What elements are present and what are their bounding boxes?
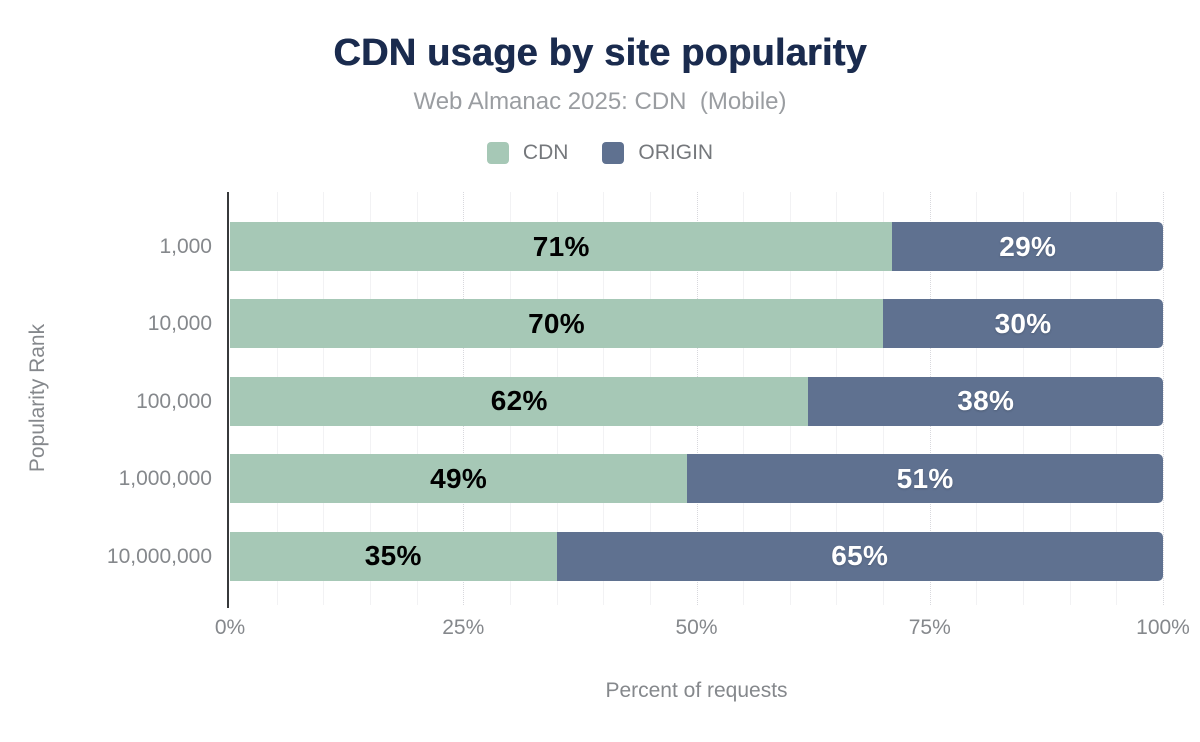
bar-row-100000: 62% 38% <box>230 376 1163 426</box>
y-tick-label-100000: 100,000 <box>136 389 212 413</box>
bar-segment-cdn-1000000: 49% <box>230 454 688 504</box>
bar-segment-cdn-10000000: 35% <box>230 531 557 581</box>
y-tick-label-10000000: 10,000,000 <box>106 544 212 568</box>
plot-area: 71% 29% 70% 30% 62% 38% 49% 51% 35% 65% <box>230 192 1164 605</box>
bar-segment-origin-1000: 29% <box>892 222 1163 271</box>
bar-value-label: 65% <box>831 540 889 572</box>
bar-row-1000: 71% 29% <box>230 222 1163 271</box>
bar-value-label: 51% <box>896 462 954 494</box>
bar-value-label: 29% <box>999 230 1057 262</box>
bar-segment-cdn-1000: 71% <box>230 222 893 271</box>
bar-row-1000000: 49% 51% <box>230 454 1163 504</box>
y-axis-tick-labels: 1,000 10,000 100,000 1,000,000 10,000,000 <box>0 192 212 605</box>
x-tick-label-100: 100% <box>1136 616 1190 639</box>
x-tick-label-50: 50% <box>675 616 718 639</box>
bar-row-10000000: 35% 65% <box>230 531 1163 581</box>
bar-value-label: 38% <box>957 385 1015 417</box>
chart-subtitle: Web Almanac 2025: CDN (Mobile) <box>413 88 787 115</box>
legend: CDN ORIGIN <box>0 141 1200 165</box>
x-axis-title: Percent of requests <box>605 679 788 702</box>
legend-label: CDN <box>522 141 569 164</box>
y-tick-label-1000000: 1,000,000 <box>118 467 212 491</box>
legend-item-cdn: CDN <box>486 141 569 165</box>
legend-swatch-cdn <box>486 142 509 164</box>
bar-segment-cdn-100000: 62% <box>230 376 809 426</box>
bar-value-label: 30% <box>994 307 1052 339</box>
bar-value-label: 70% <box>528 307 586 339</box>
bar-segment-origin-1000000: 51% <box>687 454 1163 504</box>
gridline-100 <box>1163 192 1164 605</box>
x-tick-label-75: 75% <box>908 616 951 639</box>
bar-segment-origin-10000000: 65% <box>556 531 1163 581</box>
y-axis-line <box>227 192 229 608</box>
bar-value-label: 35% <box>364 540 422 572</box>
y-tick-label-1000: 1,000 <box>159 235 212 258</box>
y-tick-label-10000: 10,000 <box>147 312 212 336</box>
legend-swatch-origin <box>602 142 625 164</box>
bar-segment-origin-100000: 38% <box>808 376 1163 426</box>
bar-row-10000: 70% 30% <box>230 299 1163 349</box>
bar-value-label: 71% <box>532 230 590 262</box>
bar-segment-origin-10000: 30% <box>883 299 1163 349</box>
legend-item-origin: ORIGIN <box>602 141 713 165</box>
bar-segment-cdn-10000: 70% <box>230 299 884 349</box>
chart-title: CDN usage by site popularity <box>333 32 867 74</box>
bar-value-label: 62% <box>490 385 548 417</box>
bar-value-label: 49% <box>430 462 488 494</box>
legend-label: ORIGIN <box>638 141 714 164</box>
x-tick-label-25: 25% <box>442 616 485 639</box>
x-tick-label-0: 0% <box>214 616 246 639</box>
